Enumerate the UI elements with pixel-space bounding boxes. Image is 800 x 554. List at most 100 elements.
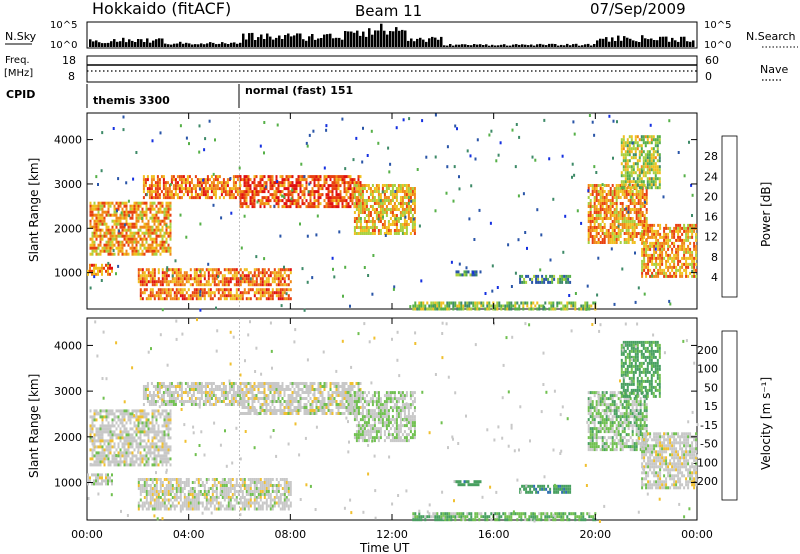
cell [353, 202, 356, 205]
cell [613, 241, 616, 244]
cell [150, 193, 153, 197]
cell [117, 454, 120, 458]
cell [468, 304, 471, 308]
cell [105, 228, 108, 232]
cell [137, 442, 140, 446]
cell [121, 460, 124, 464]
cell [109, 427, 112, 431]
cell [413, 223, 416, 226]
cell [636, 177, 639, 181]
cell [671, 268, 674, 272]
cell [210, 394, 213, 397]
cell [158, 187, 161, 191]
cell [506, 304, 509, 308]
cell [552, 304, 555, 308]
cell [165, 277, 168, 281]
cell [295, 178, 298, 182]
cell [303, 178, 306, 182]
cell [405, 220, 408, 223]
region-morning-arc [89, 409, 172, 467]
cell [589, 193, 592, 196]
cell [169, 252, 172, 256]
cell [93, 219, 96, 223]
cell [641, 259, 644, 263]
cell [634, 156, 637, 160]
cell [184, 184, 187, 188]
cell [101, 249, 104, 253]
nsky-bar [485, 44, 488, 47]
nsky-bar [395, 27, 398, 47]
cell [249, 283, 252, 287]
cell [313, 205, 316, 209]
cell [109, 201, 112, 205]
cell [137, 409, 140, 413]
cell [159, 460, 162, 464]
cell [237, 277, 240, 281]
cell [129, 463, 132, 467]
cell [654, 162, 657, 166]
cell [635, 214, 638, 217]
cell [91, 263, 93, 267]
cell [345, 193, 348, 197]
cell [413, 208, 416, 211]
cell [249, 196, 252, 200]
cell [257, 291, 260, 295]
cell [189, 294, 192, 298]
nsky-bar [254, 40, 257, 47]
nsky-bar [662, 36, 665, 47]
cell [353, 232, 356, 235]
cell [101, 266, 103, 270]
cell [135, 231, 138, 235]
cell [267, 175, 270, 179]
cell [637, 286, 640, 290]
cell [522, 301, 525, 305]
cell [176, 385, 179, 388]
region-evening-arc [587, 184, 648, 244]
cell [255, 187, 258, 191]
cell [105, 412, 108, 416]
cell [347, 187, 350, 191]
cell [679, 238, 682, 242]
cell [671, 229, 674, 233]
cell [101, 131, 104, 135]
cell [239, 196, 242, 200]
cell [91, 269, 93, 273]
cell [597, 202, 600, 205]
cell [339, 184, 342, 188]
cell [687, 244, 690, 248]
cell [457, 273, 460, 277]
cell [586, 284, 589, 288]
cell [642, 168, 645, 172]
cell [196, 196, 199, 200]
cell [309, 199, 312, 203]
cell [89, 213, 92, 217]
cell [393, 196, 396, 199]
cell [182, 391, 185, 394]
cell [473, 270, 476, 274]
cell [208, 391, 211, 394]
cell [91, 243, 94, 247]
cell [297, 175, 300, 179]
cell [267, 291, 270, 295]
cell [189, 283, 192, 287]
cell [243, 196, 246, 200]
cell [683, 223, 686, 227]
cell [413, 196, 416, 199]
cell [576, 209, 579, 213]
cell [173, 294, 176, 298]
cell [689, 223, 692, 227]
cell [163, 454, 166, 458]
cell [653, 268, 656, 272]
nsky-bar [338, 37, 341, 47]
cell [661, 262, 664, 266]
cell [257, 283, 260, 287]
cell [279, 283, 282, 287]
cell [287, 175, 290, 179]
cell [414, 307, 417, 311]
cell [679, 229, 682, 233]
cell [261, 288, 264, 292]
cell [308, 133, 311, 137]
cell [621, 205, 624, 208]
cell [223, 280, 226, 284]
cell [654, 138, 657, 142]
